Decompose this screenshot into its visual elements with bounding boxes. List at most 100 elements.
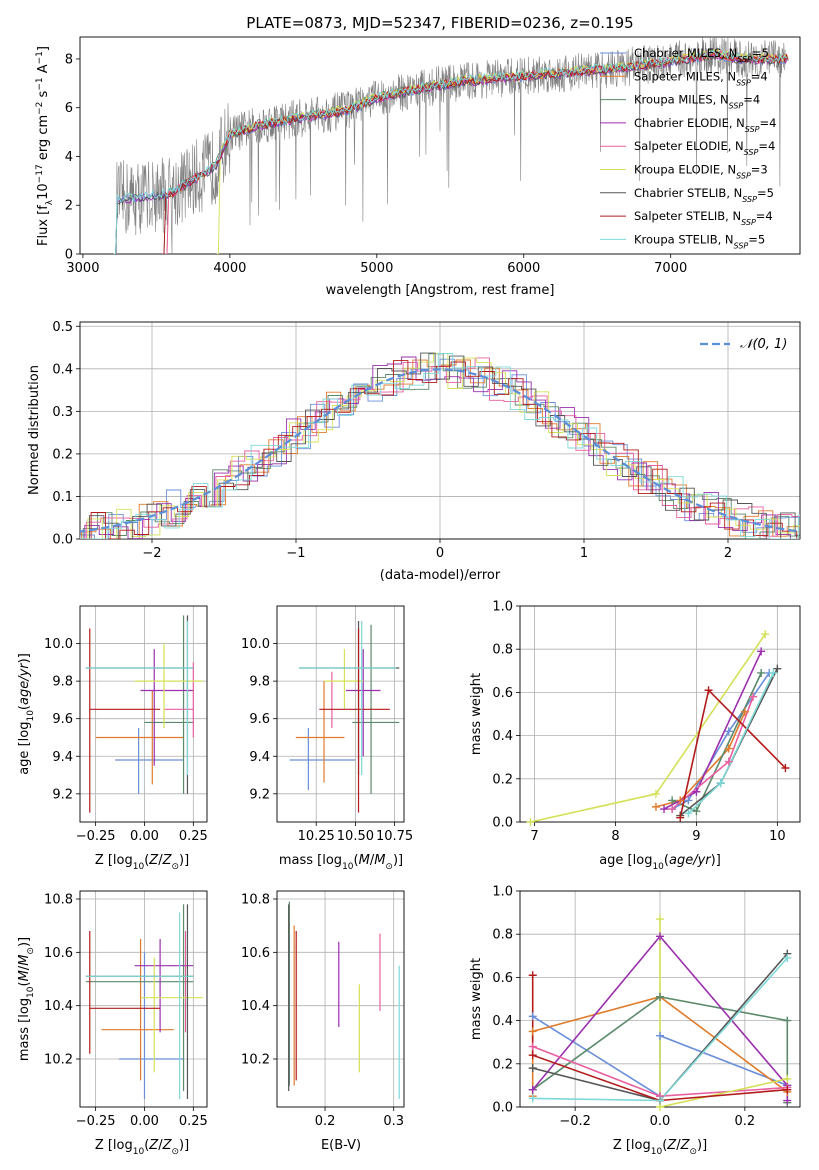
plot-area: [113, 37, 789, 254]
y-axis-label: mass [log10(M/M⊙)]: [17, 937, 36, 1061]
y-axis-label: mass weight: [469, 673, 484, 755]
mass-weight-marker: [684, 809, 693, 818]
plot-area: [80, 352, 800, 539]
plot-area: [85, 615, 204, 813]
mass-weight-marker: [651, 789, 660, 798]
y-tick-label: 10.0: [44, 637, 73, 652]
y-tick-label: 0.4: [492, 1014, 513, 1029]
axes-mass_weight_vs_age: 7 8 9 10 0.0 0.2 0.4 0.6 0.8 1.0: [492, 600, 801, 844]
mass-weight-marker: [528, 971, 537, 980]
y-tick-label: 4: [65, 150, 73, 165]
mass-weight-marker: [783, 1085, 792, 1094]
figure-title: PLATE=0873, MJD=52347, FIBERID=0236, z=0…: [246, 14, 633, 32]
x-tick-label: 0.3: [383, 1114, 404, 1129]
y-tick-label: 0.2: [492, 1057, 513, 1072]
x-tick-label: 0: [436, 546, 444, 561]
y-tick-label: 0.8: [492, 928, 513, 943]
x-tick-label: 6000: [507, 261, 540, 276]
axes-mass_vs_ebv: 0.2 0.3 10.2 10.4 10.6 10.8: [241, 890, 405, 1129]
residual-histogram: [80, 359, 800, 539]
y-axis-label: Flux [fλ10−17 erg cm−2 s−1 A−1]: [35, 46, 55, 246]
mass-weight-marker: [769, 668, 778, 677]
legend-entry: Kroupa ELODIE, NSSP=3: [634, 163, 768, 181]
x-tick-label: 10: [769, 829, 786, 844]
mass-weight-marker: [692, 807, 701, 816]
mass-weight-marker: [724, 744, 733, 753]
mass-weight-marker: [528, 1051, 537, 1060]
x-tick-label: 0.00: [130, 829, 159, 844]
x-tick-label: 1: [580, 546, 588, 561]
legend-entry: Salpeter ELODIE, NSSP=4: [634, 139, 775, 157]
mass-weight-marker: [757, 668, 766, 677]
x-tick-label: 0.25: [179, 1114, 208, 1129]
y-tick-label: 9.6: [249, 712, 270, 727]
mass-weight-marker: [528, 1085, 537, 1094]
y-tick-label: 0.0: [52, 533, 73, 548]
residual-histogram: [80, 352, 800, 539]
x-tick-label: 0.25: [179, 829, 208, 844]
mass-weight-marker: [528, 1027, 537, 1036]
legend-entry: 𝒩(0, 1): [740, 337, 787, 352]
mass-weight-marker: [668, 796, 677, 805]
y-tick-label: 2: [65, 199, 73, 214]
y-tick-label: 0.4: [52, 362, 73, 377]
x-tick-label: −1: [286, 546, 305, 561]
y-tick-label: 0.2: [52, 447, 73, 462]
mass-weight-marker: [783, 1096, 792, 1105]
y-tick-label: 0.0: [492, 1101, 513, 1116]
mass-weight-marker: [783, 1074, 792, 1083]
residual-histogram: [80, 357, 800, 539]
y-tick-label: 0.6: [492, 686, 513, 701]
legend-entry: Kroupa STELIB, NSSP=5: [634, 232, 765, 250]
x-tick-label: 7: [530, 829, 538, 844]
y-tick-label: 1.0: [492, 600, 513, 615]
y-tick-label: 9.2: [249, 787, 270, 802]
model-spectrum: [113, 49, 788, 254]
x-tick-label: 8: [611, 829, 619, 844]
y-tick-label: 10.4: [44, 999, 73, 1014]
residual-histogram: [80, 353, 800, 539]
axes-frame: [519, 605, 801, 823]
y-axis-label: age [log10(age/yr)]: [17, 653, 36, 775]
mass-weight-marker: [656, 915, 664, 924]
x-tick-label: 4000: [213, 261, 246, 276]
legend-entry: Salpeter MILES, NSSP=4: [634, 69, 768, 87]
plot-area: [288, 901, 400, 1099]
x-tick-label: 10.50: [337, 829, 374, 844]
mass-weight-marker: [676, 813, 685, 822]
mass-weight-line: [532, 995, 789, 1103]
x-tick-label: 5000: [360, 261, 393, 276]
x-tick-label: −0.25: [76, 829, 116, 844]
y-tick-label: 0.5: [52, 320, 73, 335]
mass-weight-marker: [704, 686, 713, 695]
y-tick-label: 0.8: [492, 643, 513, 658]
y-tick-label: 9.2: [52, 787, 73, 802]
axes-frame: [79, 36, 801, 255]
mass-weight-marker: [716, 779, 725, 788]
y-tick-label: 0.1: [52, 490, 73, 505]
plot-area: [531, 919, 789, 1107]
mass-weight-marker: [783, 1016, 792, 1025]
mass-weight-marker: [761, 630, 770, 639]
mass-weight-line: [679, 688, 786, 818]
y-tick-label: 0.3: [52, 405, 73, 420]
y-tick-label: 6: [65, 101, 73, 116]
mass-weight-marker: [528, 1012, 537, 1021]
residual-histogram: [80, 360, 800, 539]
axes-spectrum: 3000 4000 5000 6000 7000 0 2 4 6 8: [65, 36, 801, 276]
axes-age_vs_Z: −0.25 0.00 0.25 9.2 9.4 9.6 9.8 10.0: [44, 605, 208, 844]
axes-frame: [276, 890, 405, 1108]
legend-entry: Chabrier STELIB, NSSP=5: [634, 186, 774, 204]
y-tick-label: 9.6: [52, 712, 73, 727]
x-axis-label: mass [log10(M/M⊙)]: [279, 853, 403, 872]
x-tick-label: 3000: [66, 261, 99, 276]
x-axis-label: Z [log10(Z/Z⊙)]: [613, 1138, 707, 1157]
y-tick-label: 10.6: [241, 946, 270, 961]
y-tick-label: 10.2: [241, 1053, 270, 1068]
axes-frame: [276, 605, 405, 823]
legend-entry: Chabrier ELODIE, NSSP=4: [634, 116, 776, 133]
mass-weight-marker: [656, 932, 664, 941]
plot-area: [289, 621, 400, 813]
mass-weight-marker: [692, 787, 701, 796]
